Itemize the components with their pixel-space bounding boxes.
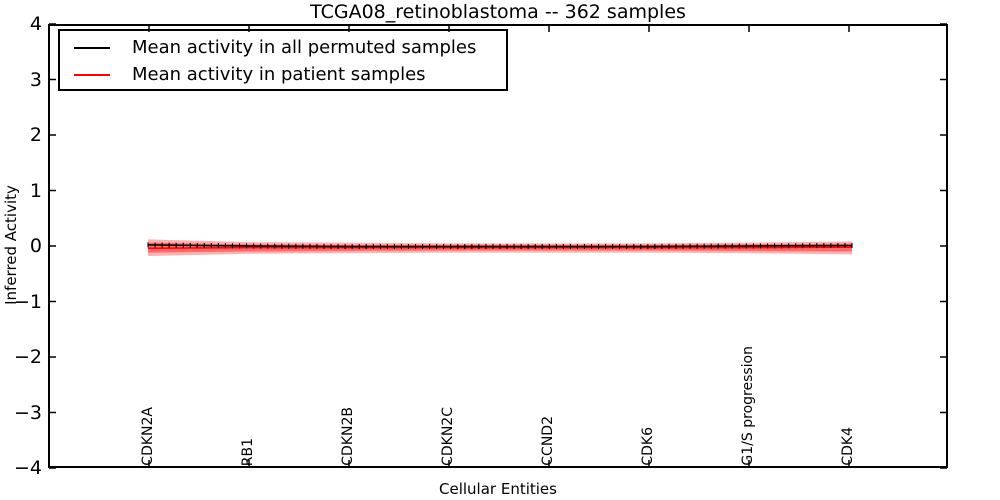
x-category-label: CDKN2C — [440, 407, 456, 466]
legend-line-permuted-icon — [74, 46, 110, 49]
x-category-label: CDKN2B — [340, 407, 356, 466]
chart-title: TCGA08_retinoblastoma -- 362 samples — [310, 1, 686, 23]
y-tick-label: −2 — [13, 346, 42, 368]
y-tick-label: 4 — [29, 13, 42, 35]
legend-entry-permuted: Mean activity in all permuted samples — [60, 34, 506, 61]
legend-entry-patient: Mean activity in patient samples — [60, 61, 506, 88]
x-category-label: CDK4 — [840, 427, 856, 466]
x-category-label: RB1 — [240, 437, 256, 466]
legend-box: Mean activity in all permuted samples Me… — [58, 29, 508, 91]
y-tick-label: 2 — [29, 124, 42, 146]
y-tick-label: −3 — [13, 401, 42, 424]
y-tick-label: −1 — [13, 290, 42, 313]
x-category-label: CDKN2A — [140, 407, 156, 466]
x-category-label: CDK6 — [640, 427, 656, 466]
x-axis-label: Cellular Entities — [439, 480, 557, 498]
y-tick-label: 1 — [29, 179, 42, 202]
y-tick-label: 0 — [29, 235, 42, 257]
y-tick-label: −4 — [13, 457, 42, 479]
y-tick-label: 3 — [29, 68, 42, 91]
legend-line-patient-icon — [74, 73, 110, 76]
legend-label-permuted: Mean activity in all permuted samples — [132, 37, 477, 58]
x-category-label: CCND2 — [540, 416, 556, 466]
x-category-label: G1/S progression — [740, 346, 756, 466]
legend-label-patient: Mean activity in patient samples — [132, 64, 426, 85]
